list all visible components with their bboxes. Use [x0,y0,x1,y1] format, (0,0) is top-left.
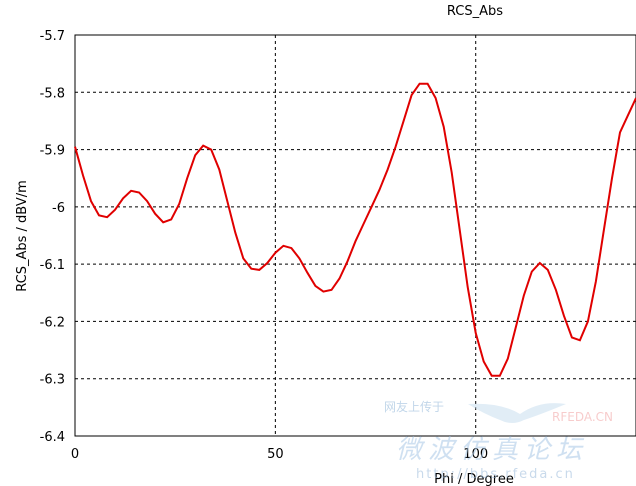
y-tick-label: -6.4 [40,430,65,445]
watermark-url: http://bbs.rfeda.cn [416,467,575,482]
watermark-upload-text: 网友上传于 [384,399,444,414]
y-tick-label: -5.8 [40,86,65,101]
y-tick-label: -6.2 [40,315,65,330]
series-group [74,82,636,377]
x-tick-label: 50 [267,447,284,462]
watermark-brand: RFEDA.CN [552,410,613,424]
y-tick-label: -6.1 [40,258,65,273]
x-axis-title: Phi / Degree [434,472,514,486]
y-tick-label: -5.7 [40,29,65,44]
y-tick-label: -5.9 [40,144,65,159]
y-axis-title: RCS_Abs / dBV/m [15,180,30,291]
chart-title: RCS_Abs [447,4,503,19]
watermark-cn-text: 微波仿真论坛 [396,435,588,465]
plot-frame [74,34,636,437]
watermark: 网友上传于 RFEDA.CN 微波仿真论坛 http://bbs.rfeda.c… [384,399,613,482]
x-tick-label: 100 [463,447,488,462]
y-tick-label: -6 [52,201,65,216]
bird-logo-icon [468,403,566,423]
series-line [74,82,636,377]
y-axis-ticks: -5.7 -5.8 -5.9 -6 -6.1 -6.2 -6.3 -6.4 [40,29,65,445]
grid [75,35,636,436]
y-tick-label: -6.3 [40,373,65,388]
x-tick-label: 0 [71,447,79,462]
x-axis-ticks: 0 50 100 [71,447,488,462]
